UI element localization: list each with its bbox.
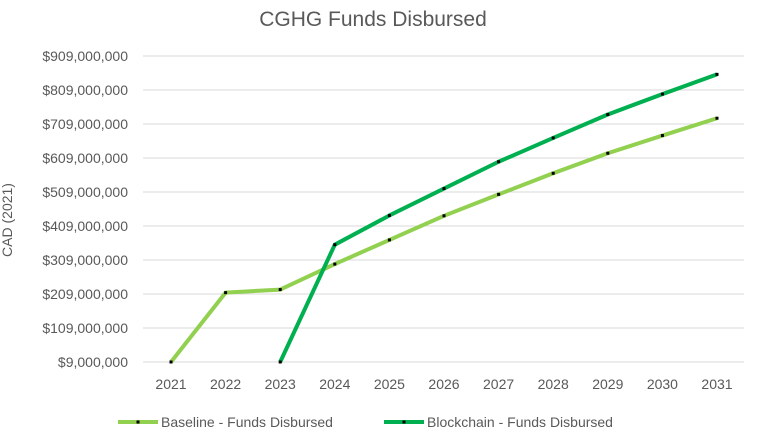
data-point <box>224 291 228 295</box>
data-point <box>333 243 337 247</box>
y-tick-label: $709,000,000 <box>42 116 128 132</box>
data-point <box>497 160 501 164</box>
data-point <box>278 360 282 364</box>
legend-marker <box>402 420 406 424</box>
series-lines <box>169 72 719 364</box>
data-point <box>497 192 501 196</box>
legend-label: Blockchain - Funds Disbursed <box>427 414 613 430</box>
y-tick-label: $809,000,000 <box>42 82 128 98</box>
data-point <box>715 116 719 120</box>
x-tick-label: 2028 <box>538 376 569 392</box>
data-point <box>606 151 610 155</box>
data-point <box>387 213 391 217</box>
data-point <box>387 238 391 242</box>
x-tick-label: 2027 <box>483 376 514 392</box>
legend-marker <box>136 420 140 424</box>
x-tick-label: 2024 <box>319 376 350 392</box>
data-point <box>333 262 337 266</box>
data-point <box>606 112 610 116</box>
series-line-1 <box>278 72 718 363</box>
y-axis-label: CAD (2021) <box>0 183 15 257</box>
data-point <box>660 92 664 96</box>
chart-title: CGHG Funds Disbursed <box>259 8 487 31</box>
data-point <box>169 360 173 364</box>
x-tick-label: 2029 <box>592 376 623 392</box>
data-point <box>442 214 446 218</box>
data-point <box>278 288 282 292</box>
data-point <box>551 136 555 140</box>
y-tick-label: $109,000,000 <box>42 320 128 336</box>
y-tick-label: $509,000,000 <box>42 184 128 200</box>
y-tick-labels: $9,000,000 $109,000,000 $209,000,000 $309,0… <box>42 48 128 370</box>
x-tick-label: 2021 <box>155 376 186 392</box>
x-tick-label: 2030 <box>647 376 678 392</box>
series-line-0 <box>169 116 718 364</box>
x-tick-label: 2031 <box>701 376 732 392</box>
data-point <box>660 134 664 138</box>
legend: Baseline - Funds Disbursed Blockchain - F… <box>118 414 613 430</box>
gridlines <box>143 55 744 363</box>
data-point <box>715 72 719 76</box>
data-point <box>442 187 446 191</box>
x-tick-label: 2023 <box>265 376 296 392</box>
y-tick-label: $209,000,000 <box>42 286 128 302</box>
data-point <box>551 171 555 175</box>
y-tick-label: $609,000,000 <box>42 150 128 166</box>
y-tick-label: $309,000,000 <box>42 252 128 268</box>
x-tick-label: 2022 <box>210 376 241 392</box>
y-tick-label: $909,000,000 <box>42 48 128 64</box>
x-tick-labels: 2021 2022 2023 2024 2025 2026 2027 2028 2029 2030… <box>155 376 732 392</box>
y-tick-label: $9,000,000 <box>58 354 128 370</box>
y-tick-label: $409,000,000 <box>42 218 128 234</box>
legend-label: Baseline - Funds Disbursed <box>161 414 333 430</box>
x-tick-label: 2026 <box>428 376 459 392</box>
x-tick-label: 2025 <box>374 376 405 392</box>
